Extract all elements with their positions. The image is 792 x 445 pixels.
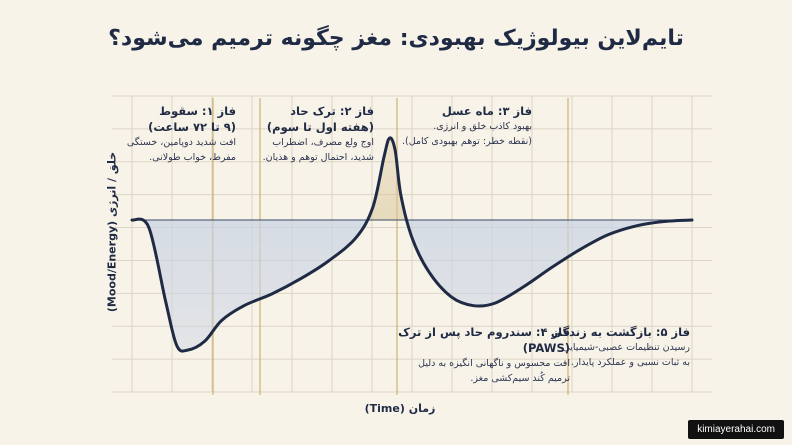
phase-4-title: فاز ۴: سندروم حاد پس از ترک (PAWS) — [398, 325, 570, 355]
phase-1-desc-2: مفرط، خواب طولانی. — [149, 152, 236, 163]
y-axis-label: خلق / انرژی (Mood/Energy) — [105, 151, 119, 313]
curve-fills — [132, 137, 692, 352]
mood-curve — [130, 136, 694, 353]
phase-4-desc-1: افت محسوس و ناگهانی انگیزه به دلیل — [418, 358, 570, 369]
phase-1-label: فاز ۱: سقوط (۹ تا ۷۲ ساعت) افت شدید دوپا… — [116, 103, 236, 165]
phase-4-desc-2: ترمیم کُند سیم‌کشی مغز. — [470, 373, 570, 384]
phase-1-desc-1: افت شدید دوپامین، خستگی — [126, 137, 236, 148]
phase-3-label: فاز ۳: ماه عسل بهبود کاذب خلق و انرژی. (… — [382, 103, 532, 149]
page-title: تایم‌لاین بیولوژیک بهبودی: مغز چگونه ترم… — [108, 26, 684, 51]
area-below-baseline — [132, 220, 692, 352]
phase-3-desc-1: بهبود کاذب خلق و انرژی. — [433, 121, 532, 132]
phase-5-label: فاز ۵: بازگشت به زندگی رسیدن تنظیمات عصب… — [530, 324, 690, 370]
phase-4-label: فاز ۴: سندروم حاد پس از ترک (PAWS) افت م… — [370, 324, 570, 386]
phase-2-subtitle: (هفته اول تا سوم) — [266, 120, 374, 134]
phase-5-title: فاز ۵: بازگشت به زندگی — [550, 325, 690, 339]
phase-5-desc-1: رسیدن تنظیمات عصبی-شیمیایی — [562, 342, 690, 353]
phase-3-title: فاز ۳: ماه عسل — [441, 104, 532, 118]
phase-2-label: فاز ۲: ترک حاد (هفته اول تا سوم) اوج ولع… — [234, 103, 374, 165]
phase-2-desc-1: اوج ولع مصرف، اضطراب — [272, 137, 374, 148]
phase-2-desc-2: شدید، احتمال توهم و هذیان. — [262, 152, 374, 163]
phase-1-subtitle: (۹ تا ۷۲ ساعت) — [148, 120, 236, 134]
phase-3-desc-2: (نقطه خطر: توهم بهبودی کامل). — [401, 136, 532, 147]
phase-2-title: فاز ۲: ترک حاد — [290, 104, 374, 118]
x-axis-label: زمان (Time) — [364, 402, 436, 415]
watermark: kimiayerahai.com — [688, 420, 784, 439]
phase-5-desc-2: به ثبات نسبی و عملکرد پایدار. — [570, 357, 690, 368]
phase-1-title: فاز ۱: سقوط — [159, 104, 236, 118]
